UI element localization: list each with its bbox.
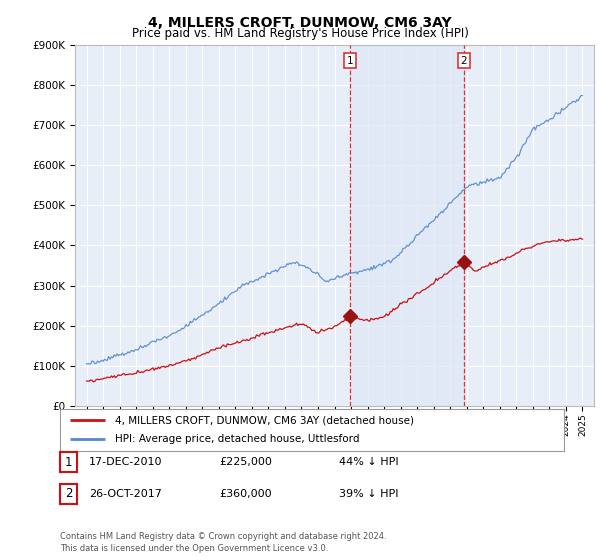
Text: £225,000: £225,000 <box>219 457 272 467</box>
Text: HPI: Average price, detached house, Uttlesford: HPI: Average price, detached house, Uttl… <box>115 435 360 445</box>
Text: 4, MILLERS CROFT, DUNMOW, CM6 3AY: 4, MILLERS CROFT, DUNMOW, CM6 3AY <box>148 16 452 30</box>
Text: 2: 2 <box>461 56 467 66</box>
Text: 26-OCT-2017: 26-OCT-2017 <box>89 489 161 499</box>
Text: 4, MILLERS CROFT, DUNMOW, CM6 3AY (detached house): 4, MILLERS CROFT, DUNMOW, CM6 3AY (detac… <box>115 415 415 425</box>
Text: 44% ↓ HPI: 44% ↓ HPI <box>339 457 398 467</box>
Bar <box>350 45 464 406</box>
Text: 1: 1 <box>347 56 353 66</box>
Text: £360,000: £360,000 <box>219 489 272 499</box>
Text: Contains HM Land Registry data © Crown copyright and database right 2024.
This d: Contains HM Land Registry data © Crown c… <box>60 533 386 553</box>
Text: 2: 2 <box>65 487 72 501</box>
Text: 39% ↓ HPI: 39% ↓ HPI <box>339 489 398 499</box>
Text: Price paid vs. HM Land Registry's House Price Index (HPI): Price paid vs. HM Land Registry's House … <box>131 27 469 40</box>
Text: 17-DEC-2010: 17-DEC-2010 <box>89 457 162 467</box>
Text: 1: 1 <box>65 455 72 469</box>
